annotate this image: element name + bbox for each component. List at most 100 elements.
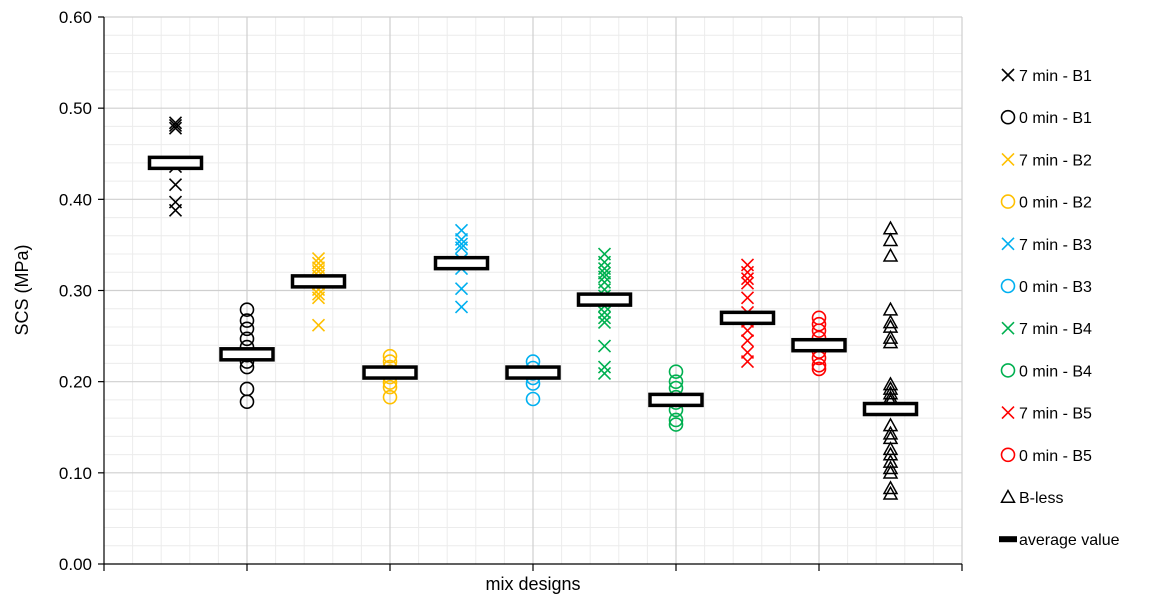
marker-stroke (1001, 68, 1015, 82)
data-point (668, 364, 684, 379)
legend-item: 0 min - B2 (1000, 194, 1092, 212)
marker-stroke (597, 339, 612, 353)
legend-item: 0 min - B5 (1000, 447, 1092, 465)
data-point (882, 314, 899, 329)
y-tick-label: 0.20 (59, 373, 92, 392)
marker-stroke (454, 237, 469, 251)
legend-marker (1000, 194, 1016, 209)
marker-stroke (168, 203, 183, 217)
legend-item: 7 min - B4 (1001, 321, 1092, 338)
data-point (168, 118, 183, 133)
data-point (882, 460, 899, 475)
marker-stroke (454, 300, 469, 314)
marker-stroke (1001, 406, 1015, 420)
legend-label: 7 min - B1 (1019, 68, 1092, 85)
marker-stroke (1001, 237, 1015, 251)
legend-label: 0 min - B3 (1019, 279, 1092, 296)
legend-label: 7 min - B4 (1019, 321, 1092, 338)
average-marker (147, 155, 204, 171)
marker-stroke (597, 315, 612, 329)
data-point (668, 417, 684, 432)
legend-label: 0 min - B2 (1019, 195, 1092, 212)
marker-stroke (454, 241, 469, 255)
legend-marker (999, 536, 1017, 543)
data-point (168, 203, 183, 217)
data-point (882, 417, 899, 432)
data-point (454, 241, 469, 255)
data-point (668, 374, 684, 389)
data-point (597, 339, 612, 353)
series-b-less (882, 220, 899, 500)
average-marker (576, 292, 633, 307)
data-point (382, 379, 398, 395)
data-point (597, 360, 612, 374)
data-point (811, 361, 827, 377)
y-axis-label: SCS (MPa) (12, 244, 32, 335)
marker-stroke (311, 291, 326, 305)
legend-marker (1000, 488, 1016, 503)
marker-stroke (740, 334, 755, 348)
legend-item: B-less (1000, 488, 1063, 507)
data-point (811, 323, 827, 338)
legend-label: 7 min - B3 (1019, 237, 1092, 254)
average-marker (648, 392, 704, 408)
marker-stroke (597, 255, 612, 269)
y-tick-label: 0.10 (59, 464, 92, 483)
legend-marker (1000, 278, 1016, 294)
data-point (882, 220, 899, 235)
data-point (239, 331, 255, 347)
legend-marker (1001, 237, 1015, 251)
data-point (882, 334, 899, 349)
data-point (311, 291, 326, 305)
data-point (311, 287, 326, 301)
data-point (239, 313, 255, 328)
legend-marker (1001, 406, 1015, 420)
legend-marker (1000, 447, 1016, 463)
legend-item: 0 min - B1 (1000, 109, 1092, 127)
data-point (882, 232, 899, 247)
marker-stroke (311, 287, 326, 301)
data-point (597, 366, 612, 381)
marker-stroke (168, 116, 183, 130)
average-markers (147, 155, 919, 417)
data-point (882, 485, 899, 500)
series-0-min---b5 (811, 310, 827, 377)
data-point (882, 329, 899, 344)
data-point (454, 300, 469, 314)
legend-item: average value (999, 532, 1120, 549)
data-point (311, 318, 326, 332)
legend-label: 7 min - B5 (1019, 406, 1092, 423)
legend-label: 0 min - B4 (1019, 363, 1092, 380)
legend-marker (1001, 321, 1015, 335)
legend-marker (1001, 68, 1015, 82)
marker-stroke (168, 121, 183, 135)
marker-stroke (740, 276, 755, 290)
data-point (597, 255, 612, 269)
data-point (882, 464, 899, 479)
data-point (454, 237, 469, 251)
data-point (168, 121, 183, 135)
data-point (740, 276, 755, 290)
legend-item: 7 min - B3 (1001, 237, 1092, 254)
data-point (239, 302, 255, 317)
marker-stroke (740, 324, 755, 338)
marker-stroke (740, 291, 755, 305)
marker-stroke (168, 178, 183, 192)
data-point (811, 357, 827, 373)
legend: 7 min - B1 0 min - B1 7 min - B2 0 min - B2… (999, 68, 1120, 549)
marker-stroke (597, 270, 612, 284)
legend-item: 0 min - B3 (1000, 278, 1092, 296)
marker-stroke (168, 118, 183, 133)
series-7-min---b2 (311, 252, 326, 332)
legend-item: 7 min - B2 (1001, 152, 1092, 169)
average-marker (719, 310, 776, 326)
data-point (882, 480, 899, 495)
data-point (454, 282, 469, 296)
data-point (740, 291, 755, 305)
data-point (597, 315, 612, 329)
data-point (668, 412, 684, 428)
data-point (597, 311, 612, 325)
data-point (525, 391, 541, 407)
legend-label: 0 min - B5 (1019, 448, 1092, 465)
average-marker (791, 337, 847, 353)
